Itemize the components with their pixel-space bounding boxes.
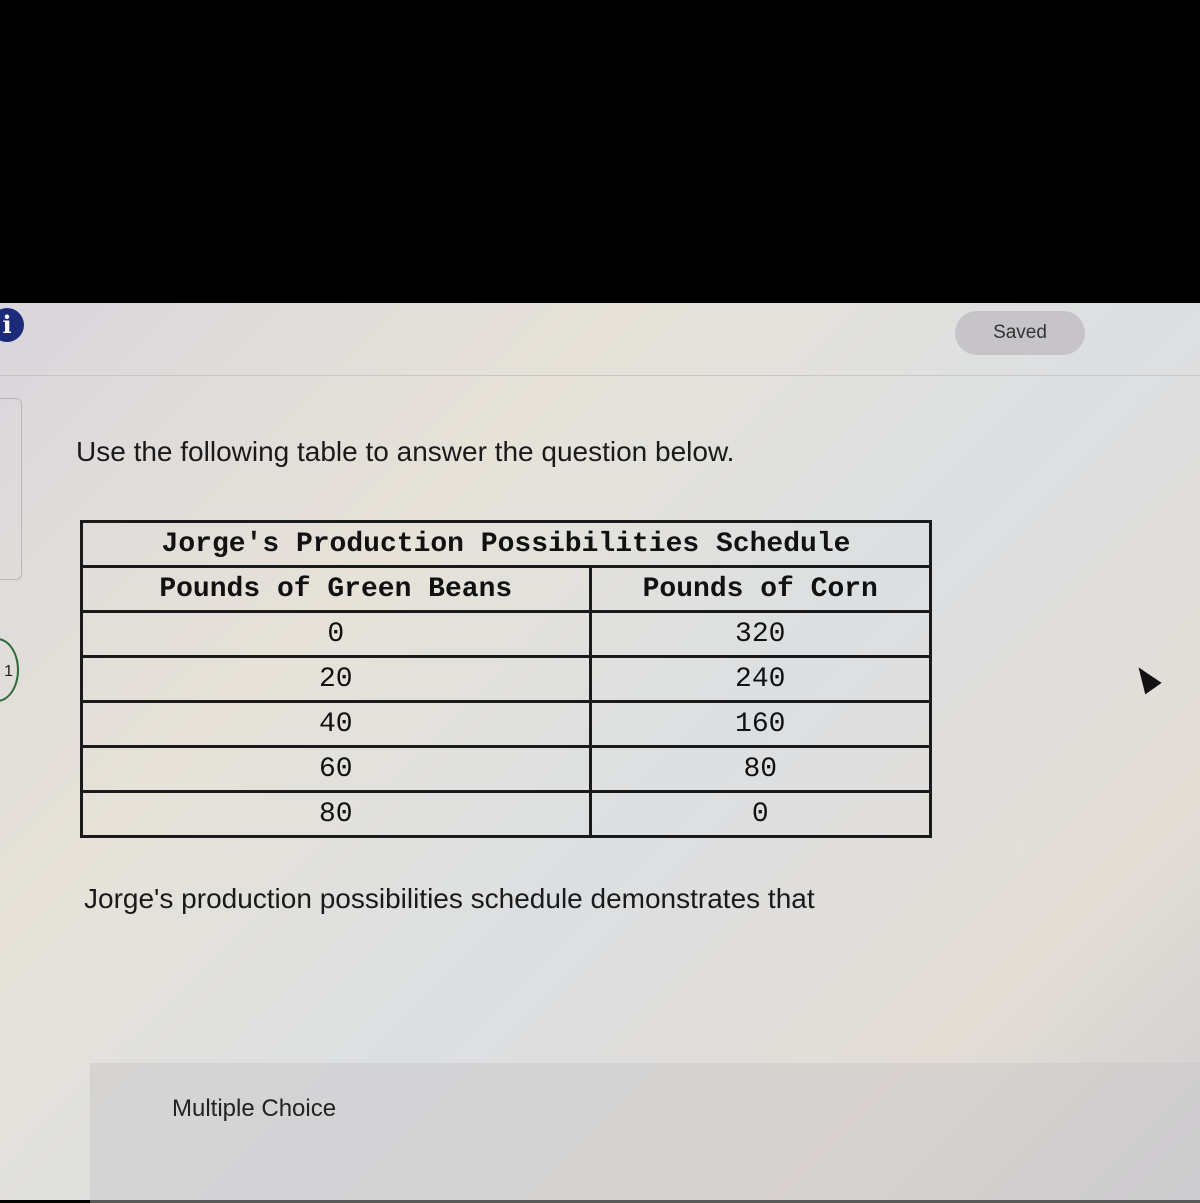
question-number-badge[interactable]: 1 <box>0 638 19 702</box>
table-cell: 80 <box>588 745 933 793</box>
table-row: 80 0 <box>80 790 933 838</box>
table-cell: 60 <box>80 745 592 793</box>
mouse-cursor-icon <box>1130 661 1162 695</box>
answer-section <box>90 1063 1200 1203</box>
table-cell: 80 <box>80 790 592 838</box>
table-row: 40 160 <box>80 700 933 748</box>
production-possibilities-table: Jorge's Production Possibilities Schedul… <box>80 520 933 838</box>
table-cell: 240 <box>588 655 933 703</box>
column-header: Pounds of Corn <box>588 565 933 613</box>
multiple-choice-label: Multiple Choice <box>172 1095 337 1122</box>
table-row: 60 80 <box>80 745 933 793</box>
table-cell: 40 <box>80 700 592 748</box>
info-icon[interactable]: i <box>0 308 24 342</box>
table-cell: 160 <box>588 700 933 748</box>
question-prompt: Use the following table to answer the qu… <box>76 436 735 467</box>
table-cell: 0 <box>588 790 933 838</box>
table-row: 20 240 <box>80 655 933 703</box>
question-text: Jorge's production possibilities schedul… <box>84 883 815 914</box>
top-bar: i Saved <box>0 303 1200 376</box>
table-row: 0 320 <box>80 610 933 658</box>
table-cell: 0 <box>80 610 592 658</box>
table-cell: 20 <box>80 655 592 703</box>
saved-status-button[interactable]: Saved <box>955 311 1085 355</box>
table-caption: Jorge's Production Possibilities Schedul… <box>80 520 932 568</box>
quiz-screen: i Saved 1 Use the following table to ans… <box>0 303 1200 1203</box>
column-header: Pounds of Green Beans <box>80 565 592 613</box>
side-panel <box>0 398 22 580</box>
table-cell: 320 <box>588 610 933 658</box>
